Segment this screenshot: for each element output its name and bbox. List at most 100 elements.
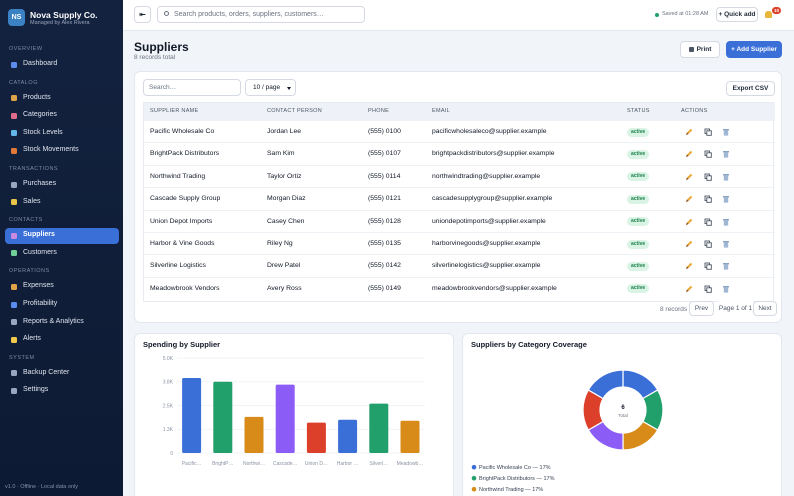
- edit-action[interactable]: [685, 218, 693, 226]
- notifications[interactable]: 10: [764, 7, 782, 19]
- copy-action[interactable]: [704, 262, 712, 271]
- nav-icon: [11, 199, 17, 206]
- nav-label: Reports & Analytics: [23, 317, 84, 325]
- nav-item[interactable]: Backup Center: [5, 365, 119, 381]
- edit-action[interactable]: [685, 285, 693, 293]
- nav-item[interactable]: Purchases: [5, 177, 119, 193]
- notification-badge: 10: [772, 7, 782, 14]
- brand: Nova Supply Co.: [30, 10, 98, 20]
- cell: northwindtrading@supplier.example: [432, 172, 541, 180]
- print-button[interactable]: Print: [680, 41, 720, 58]
- nav-item[interactable]: Products: [5, 90, 119, 106]
- copy-action[interactable]: [704, 150, 712, 159]
- nav-item[interactable]: Profitability: [5, 297, 119, 313]
- nav-item[interactable]: Expenses: [5, 279, 119, 295]
- trash-can: [723, 287, 729, 293]
- status-badge: active: [627, 172, 650, 182]
- nav-item[interactable]: Stock Levels: [5, 125, 119, 141]
- table-row: Northwind Trading Taylor Ortiz (555) 0114 n…: [144, 164, 775, 187]
- pencil-tip: [686, 199, 689, 203]
- cell: Casey Chen: [267, 217, 305, 225]
- nav-icon: [11, 387, 17, 394]
- printer-icon: [688, 47, 694, 52]
- cell: Jordan Lee: [267, 128, 302, 135]
- edit-action[interactable]: [685, 262, 693, 270]
- nav-item[interactable]: Alerts: [5, 332, 119, 348]
- delete-action[interactable]: [722, 195, 730, 203]
- topbar: ⇤ Search products, orders, suppliers, cus…: [123, 0, 794, 31]
- y-tick-label: 2.5K: [163, 403, 174, 409]
- nav-label: Products: [23, 93, 51, 101]
- edit-action[interactable]: [685, 195, 693, 203]
- trash-lid: [723, 285, 729, 288]
- bar: [213, 381, 233, 453]
- x-tick-label: Silverl…: [369, 461, 388, 467]
- delete-action[interactable]: [722, 128, 730, 136]
- export-csv[interactable]: Export CSV: [726, 81, 775, 96]
- edit-action[interactable]: [685, 150, 693, 158]
- sidebar-toggle[interactable]: ⇤: [134, 6, 151, 23]
- nav-item[interactable]: Settings: [5, 383, 119, 399]
- cell: Union Depot Imports: [150, 217, 213, 225]
- copy-front: [706, 130, 712, 136]
- prev-button[interactable]: Prev: [689, 301, 714, 316]
- copy-action[interactable]: [704, 240, 712, 248]
- nav-item[interactable]: Categories: [5, 108, 119, 124]
- trash-can: [723, 264, 729, 270]
- edit-action[interactable]: [685, 128, 693, 136]
- nav-item[interactable]: Customers: [5, 245, 119, 261]
- nav-item[interactable]: Suppliers: [5, 227, 119, 244]
- nav-icon: [11, 283, 17, 290]
- delete-action[interactable]: [722, 240, 730, 248]
- pencil-tip: [686, 132, 689, 135]
- page-size-select[interactable]: 10 / page: [245, 79, 296, 96]
- nav-icon: [11, 130, 17, 137]
- page-size-value: 10 / page: [253, 84, 281, 91]
- donut-total-label: Total: [618, 413, 628, 418]
- bar: [182, 377, 202, 453]
- delete-action[interactable]: [722, 173, 730, 181]
- y-tick-label: 3.8K: [163, 380, 174, 386]
- trash-lid: [723, 218, 729, 220]
- copy-action[interactable]: [704, 128, 712, 136]
- delete-action[interactable]: [722, 218, 730, 226]
- nav-item[interactable]: Sales: [5, 194, 119, 210]
- cell: (555) 0128: [368, 217, 401, 225]
- trash-can: [723, 242, 729, 248]
- nav-icon: [11, 112, 17, 119]
- x-tick-label: Pacific…: [182, 461, 202, 467]
- donut-total: 6: [621, 405, 625, 411]
- trash-can: [723, 175, 729, 181]
- nav-item[interactable]: Stock Movements: [5, 143, 119, 159]
- copy-front: [706, 242, 712, 248]
- copy-action[interactable]: [704, 173, 712, 181]
- table-search[interactable]: Search…: [143, 79, 241, 96]
- cell: Harbor & Vine Goods: [150, 240, 215, 247]
- nav-item[interactable]: Dashboard: [5, 57, 119, 73]
- cell: Cascade Supply Group: [150, 195, 221, 203]
- status-badge: active: [627, 194, 650, 204]
- cell: harborvinegoods@supplier.example: [432, 240, 541, 247]
- delete-action[interactable]: [722, 262, 730, 270]
- bar: [400, 420, 420, 453]
- copy-action[interactable]: [704, 218, 712, 226]
- delete-action[interactable]: [722, 150, 730, 158]
- pencil-tip: [686, 177, 689, 180]
- copy-front: [706, 152, 712, 159]
- delete-action[interactable]: [722, 285, 730, 293]
- cell: pacificwholesaleco@supplier.example: [432, 128, 547, 135]
- edit-action[interactable]: [685, 173, 693, 181]
- trash-can: [723, 220, 729, 226]
- global-search[interactable]: Search products, orders, suppliers, cust…: [157, 6, 365, 23]
- quick-add[interactable]: + Quick add: [716, 7, 758, 22]
- edit-action[interactable]: [685, 240, 693, 248]
- trash-lid: [723, 129, 729, 131]
- add-supplier-button[interactable]: + Add Supplier: [726, 41, 782, 58]
- nav-icon: [11, 250, 17, 257]
- nav-item[interactable]: Reports & Analytics: [5, 314, 119, 330]
- copy-action[interactable]: [704, 195, 712, 203]
- next-button[interactable]: Next: [753, 301, 777, 316]
- copy-action[interactable]: [704, 285, 712, 293]
- cell: (555) 0142: [368, 262, 401, 270]
